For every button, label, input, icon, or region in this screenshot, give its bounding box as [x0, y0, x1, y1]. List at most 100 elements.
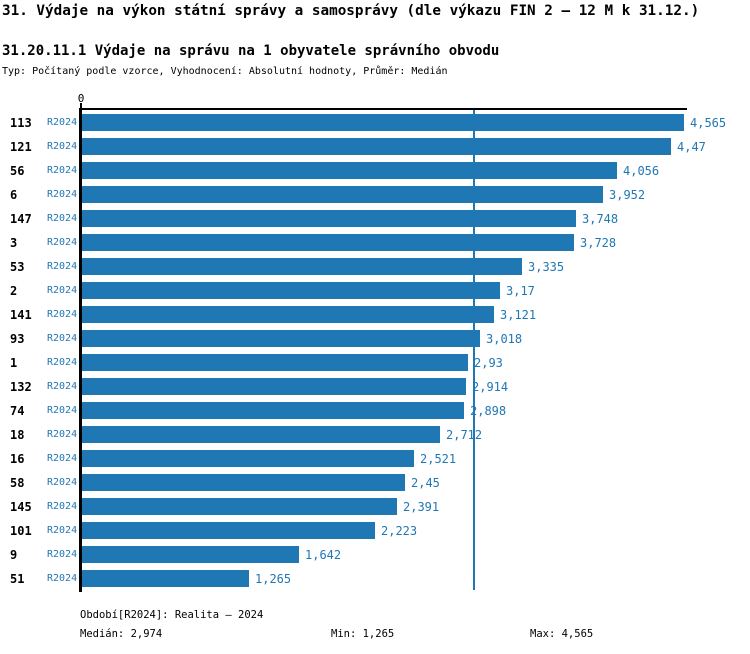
value-label: 1,265 [255, 572, 292, 586]
rank-label: 132 [10, 380, 32, 394]
rank-label: 3 [10, 236, 18, 250]
value-label: 4,565 [690, 116, 727, 130]
rank-label: 53 [10, 260, 25, 274]
value-bar [82, 186, 603, 203]
min-stat-label: Min: 1,265 [331, 628, 395, 640]
rank-label: 145 [10, 500, 32, 514]
rank-label: 18 [10, 428, 25, 442]
value-bar [82, 498, 397, 515]
period-series-label: R2024 [47, 573, 78, 584]
bar-row: 93 R2024 3,018 [0, 327, 750, 351]
period-series-label: R2024 [47, 165, 78, 176]
bar-row: 1 R2024 2,93 [0, 351, 750, 375]
bar-row: 53 R2024 3,335 [0, 255, 750, 279]
bar-row: 121 R2024 4,47 [0, 135, 750, 159]
bar-row: 141 R2024 3,121 [0, 303, 750, 327]
value-label: 2,391 [403, 500, 440, 514]
report-title: 31. Výdaje na výkon státní správy a samo… [2, 3, 700, 19]
value-label: 2,898 [470, 404, 507, 418]
period-series-label: R2024 [47, 213, 78, 224]
rank-label: 93 [10, 332, 25, 346]
value-bar [82, 162, 617, 179]
value-bar [82, 330, 480, 347]
value-label: 3,335 [528, 260, 565, 274]
rank-label: 1 [10, 356, 18, 370]
rank-label: 101 [10, 524, 32, 538]
rank-label: 74 [10, 404, 25, 418]
bar-row: 9 R2024 1,642 [0, 543, 750, 567]
bar-row: 16 R2024 2,521 [0, 447, 750, 471]
period-series-label: R2024 [47, 189, 78, 200]
value-label: 2,914 [472, 380, 509, 394]
rank-label: 16 [10, 452, 25, 466]
value-label: 2,712 [446, 428, 483, 442]
value-bar [82, 138, 671, 155]
value-label: 3,728 [580, 236, 617, 250]
y-axis-line [79, 108, 82, 592]
period-series-label: R2024 [47, 333, 78, 344]
value-label: 2,521 [420, 452, 457, 466]
value-bar [82, 450, 414, 467]
period-series-label: R2024 [47, 357, 78, 368]
value-bar [82, 402, 464, 419]
rank-label: 121 [10, 140, 32, 154]
value-label: 3,17 [506, 284, 535, 298]
value-label: 4,47 [677, 140, 706, 154]
value-label: 3,018 [486, 332, 523, 346]
value-bar [82, 546, 299, 563]
rank-label: 51 [10, 572, 25, 586]
chart-title: 31.20.11.1 Výdaje na správu na 1 obyvate… [2, 43, 500, 59]
median-line [473, 110, 476, 590]
value-label: 2,45 [411, 476, 440, 490]
chart-meta-line: Typ: Počítaný podle vzorce, Vyhodnocení:… [2, 66, 448, 77]
period-label: Období[R2024]: Realita – 2024 [80, 609, 264, 621]
bar-rows: 113 R2024 4,565 121 R2024 4,47 56 R2024 4,056 6 R2… [0, 111, 750, 591]
rank-label: 141 [10, 308, 32, 322]
rank-label: 2 [10, 284, 18, 298]
bar-row: 74 R2024 2,898 [0, 399, 750, 423]
bar-row: 145 R2024 2,391 [0, 495, 750, 519]
rank-label: 6 [10, 188, 18, 202]
value-label: 3,748 [582, 212, 619, 226]
value-bar [82, 258, 522, 275]
bar-row: 113 R2024 4,565 [0, 111, 750, 135]
max-stat-label: Max: 4,565 [530, 628, 594, 640]
value-bar [82, 282, 500, 299]
bar-row: 147 R2024 3,748 [0, 207, 750, 231]
value-bar [82, 210, 576, 227]
rank-label: 147 [10, 212, 32, 226]
bar-row: 6 R2024 3,952 [0, 183, 750, 207]
period-series-label: R2024 [47, 141, 78, 152]
period-series-label: R2024 [47, 261, 78, 272]
period-series-label: R2024 [47, 381, 78, 392]
bar-row: 101 R2024 2,223 [0, 519, 750, 543]
rank-label: 56 [10, 164, 25, 178]
value-label: 4,056 [623, 164, 660, 178]
value-label: 3,121 [500, 308, 537, 322]
period-series-label: R2024 [47, 117, 78, 128]
value-bar [82, 426, 440, 443]
period-series-label: R2024 [47, 237, 78, 248]
value-bar [82, 234, 574, 251]
value-label: 2,93 [474, 356, 503, 370]
value-label: 1,642 [305, 548, 342, 562]
period-series-label: R2024 [47, 429, 78, 440]
median-stat-label: Medián: 2,974 [80, 628, 163, 640]
value-bar [82, 474, 405, 491]
bar-row: 132 R2024 2,914 [0, 375, 750, 399]
period-series-label: R2024 [47, 501, 78, 512]
x-axis-zero-tick [80, 103, 82, 110]
period-series-label: R2024 [47, 285, 78, 296]
x-axis-line [79, 108, 687, 110]
bar-row: 51 R2024 1,265 [0, 567, 750, 591]
period-series-label: R2024 [47, 525, 78, 536]
bar-row: 2 R2024 3,17 [0, 279, 750, 303]
value-bar [82, 114, 684, 131]
value-bar [82, 354, 468, 371]
bar-row: 58 R2024 2,45 [0, 471, 750, 495]
rank-label: 9 [10, 548, 18, 562]
bar-row: 18 R2024 2,712 [0, 423, 750, 447]
value-label: 2,223 [381, 524, 418, 538]
x-axis-zero-label: 0 [77, 92, 85, 105]
